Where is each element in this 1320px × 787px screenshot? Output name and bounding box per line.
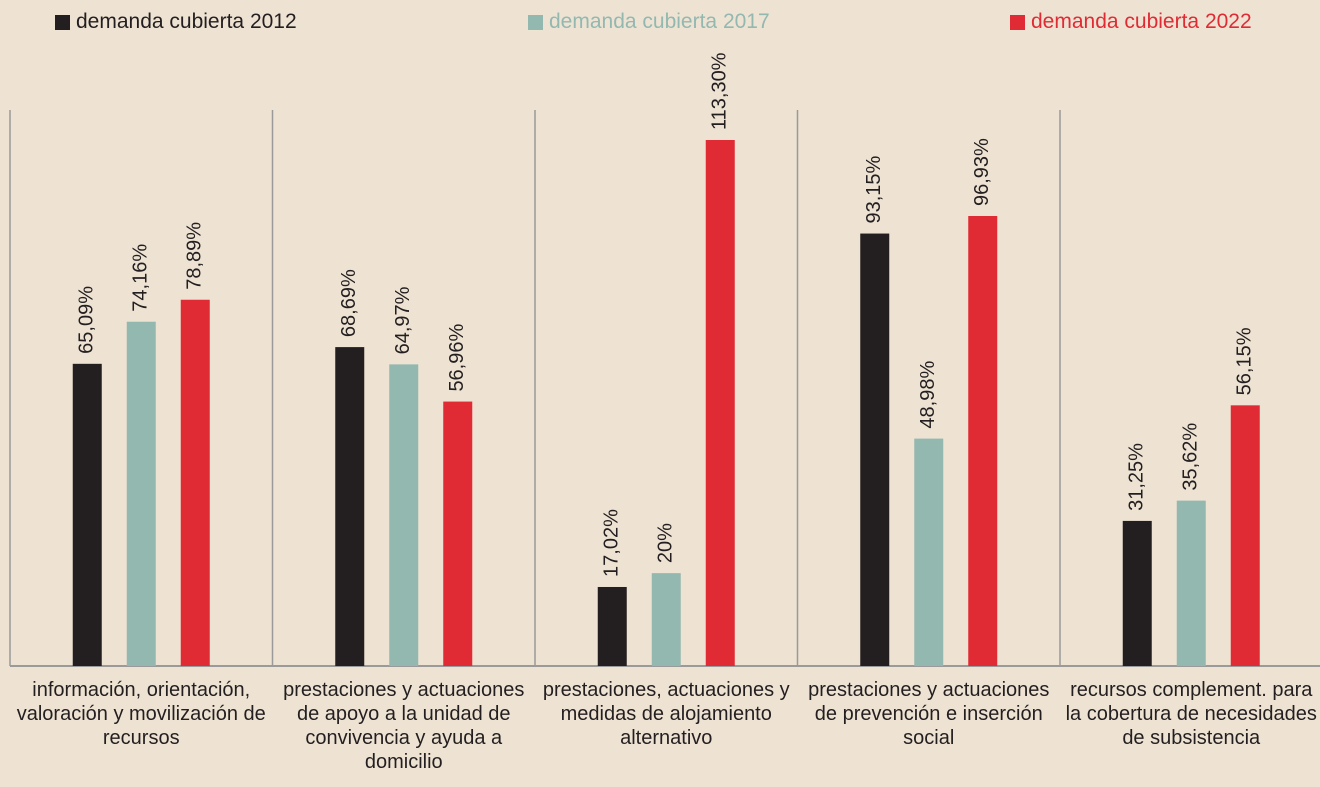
data-label: 65,09% [76,286,98,354]
bar [1230,405,1260,666]
data-label: 31,25% [1126,443,1148,511]
bar [389,364,419,666]
bar [968,215,998,666]
data-label: 20% [655,523,677,563]
legend: demanda cubierta 2012 demanda cubierta 2… [0,10,1320,40]
legend-item: demanda cubierta 2022 [1010,10,1252,34]
bar [597,586,627,666]
legend-item: demanda cubierta 2012 [55,10,297,34]
bar [705,140,735,666]
bar [126,321,156,666]
bar [860,233,890,666]
legend-item: demanda cubierta 2017 [528,10,770,34]
legend-label: demanda cubierta 2022 [1031,10,1252,33]
bar [443,401,473,666]
data-label: 17,02% [601,509,623,577]
bar [651,573,681,666]
legend-swatch [528,14,543,30]
data-label: 35,62% [1180,423,1202,491]
x-tick-label: prestaciones y actuaciones de apoyo a la… [283,679,525,773]
legend-label: demanda cubierta 2017 [549,10,770,33]
data-label: 96,93% [971,138,993,206]
bar [180,299,210,666]
data-label: 48,98% [917,361,939,429]
data-label: 78,89% [184,222,206,290]
legend-swatch [55,14,70,30]
data-label: 56,15% [1234,327,1256,395]
x-tick-label: recursos complement. para la cobertura d… [1065,679,1317,749]
x-tick-label: información, orientación, valoración y m… [16,679,266,749]
legend-label: demanda cubierta 2012 [76,10,297,33]
bar [914,438,944,666]
x-tick-label: prestaciones y actuaciones de prevención… [808,679,1050,749]
bar [72,363,102,666]
data-label: 68,69% [338,269,360,337]
data-label: 56,96% [446,324,468,392]
x-tick-label: prestaciones, actuaciones y medidas de a… [542,679,790,749]
bar [335,347,365,666]
bar [1122,520,1152,666]
data-label: 93,15% [863,155,885,223]
data-label: 74,16% [130,244,152,312]
data-label: 113,30% [709,52,731,130]
data-label: 64,97% [392,286,414,354]
bar [1176,500,1206,666]
legend-swatch [1010,14,1025,30]
